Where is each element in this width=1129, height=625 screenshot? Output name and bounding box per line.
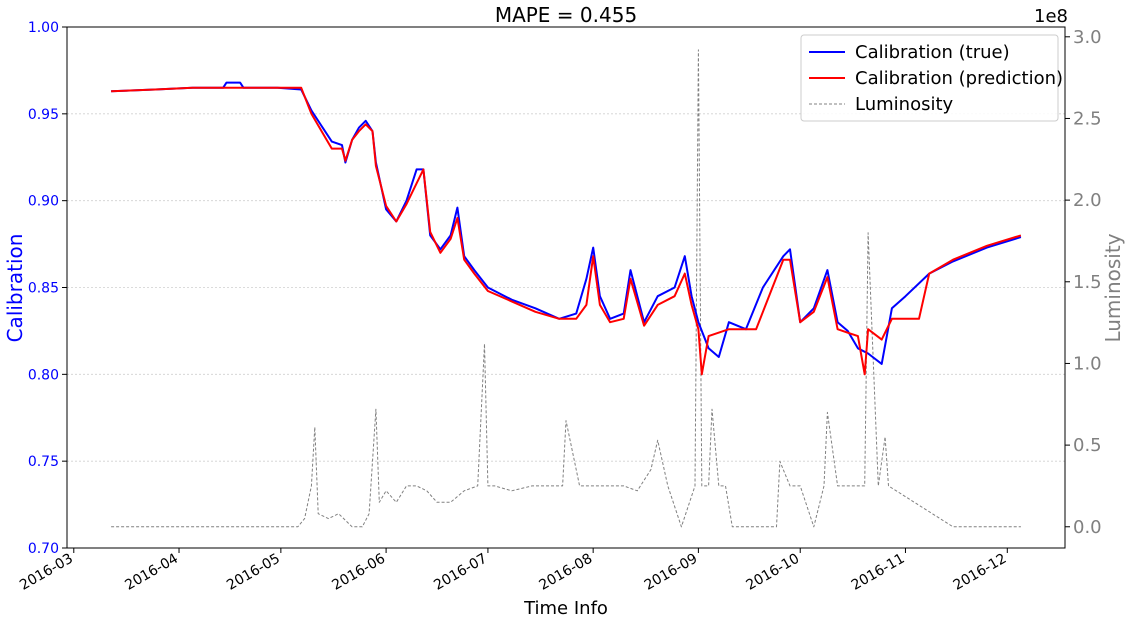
series-layer [111, 49, 1022, 528]
legend: Calibration (true) Calibration (predicti… [800, 34, 1063, 122]
y-right-tick-label: 2.0 [1073, 190, 1102, 211]
chart-title: MAPE = 0.455 [495, 3, 637, 27]
y-left-tick-label: 0.75 [28, 454, 59, 470]
right-axis-offset-label: 1e8 [1034, 6, 1068, 27]
y-left-tick-label: 0.90 [28, 194, 59, 210]
y-right-tick-label: 0.0 [1073, 517, 1102, 538]
y-right-tick-label: 1.0 [1073, 353, 1102, 374]
legend-label-true: Calibration (true) [855, 42, 1010, 63]
series-line-0 [111, 81, 1022, 365]
y-right-tick-label: 2.5 [1073, 108, 1102, 129]
y-left-ticks: 0.70 0.75 0.80 0.85 0.90 0.95 1.00 [28, 20, 67, 557]
y-left-tick-label: 0.85 [28, 281, 59, 297]
y-left-tick-label: 0.95 [28, 107, 59, 123]
y-left-tick-label: 0.80 [28, 367, 59, 383]
series-line-2 [111, 49, 1021, 528]
y-left-tick-label: 1.00 [28, 20, 59, 36]
x-axis-label: Time Info [523, 598, 608, 619]
y-axis-label-right: Luminosity [1101, 233, 1125, 342]
y-right-ticks: 0.0 0.5 1.0 1.5 2.0 2.5 3.0 [1065, 27, 1102, 538]
legend-label-prediction: Calibration (prediction) [855, 68, 1063, 89]
y-right-tick-label: 0.5 [1073, 435, 1102, 456]
y-axis-label-left: Calibration [3, 234, 27, 343]
legend-box [800, 34, 1059, 122]
y-right-tick-label: 1.5 [1073, 272, 1102, 293]
y-right-tick-label: 3.0 [1073, 27, 1102, 48]
series-line-1 [111, 86, 1022, 376]
y-left-tick-label: 0.70 [28, 541, 59, 557]
legend-label-luminosity: Luminosity [855, 94, 954, 115]
